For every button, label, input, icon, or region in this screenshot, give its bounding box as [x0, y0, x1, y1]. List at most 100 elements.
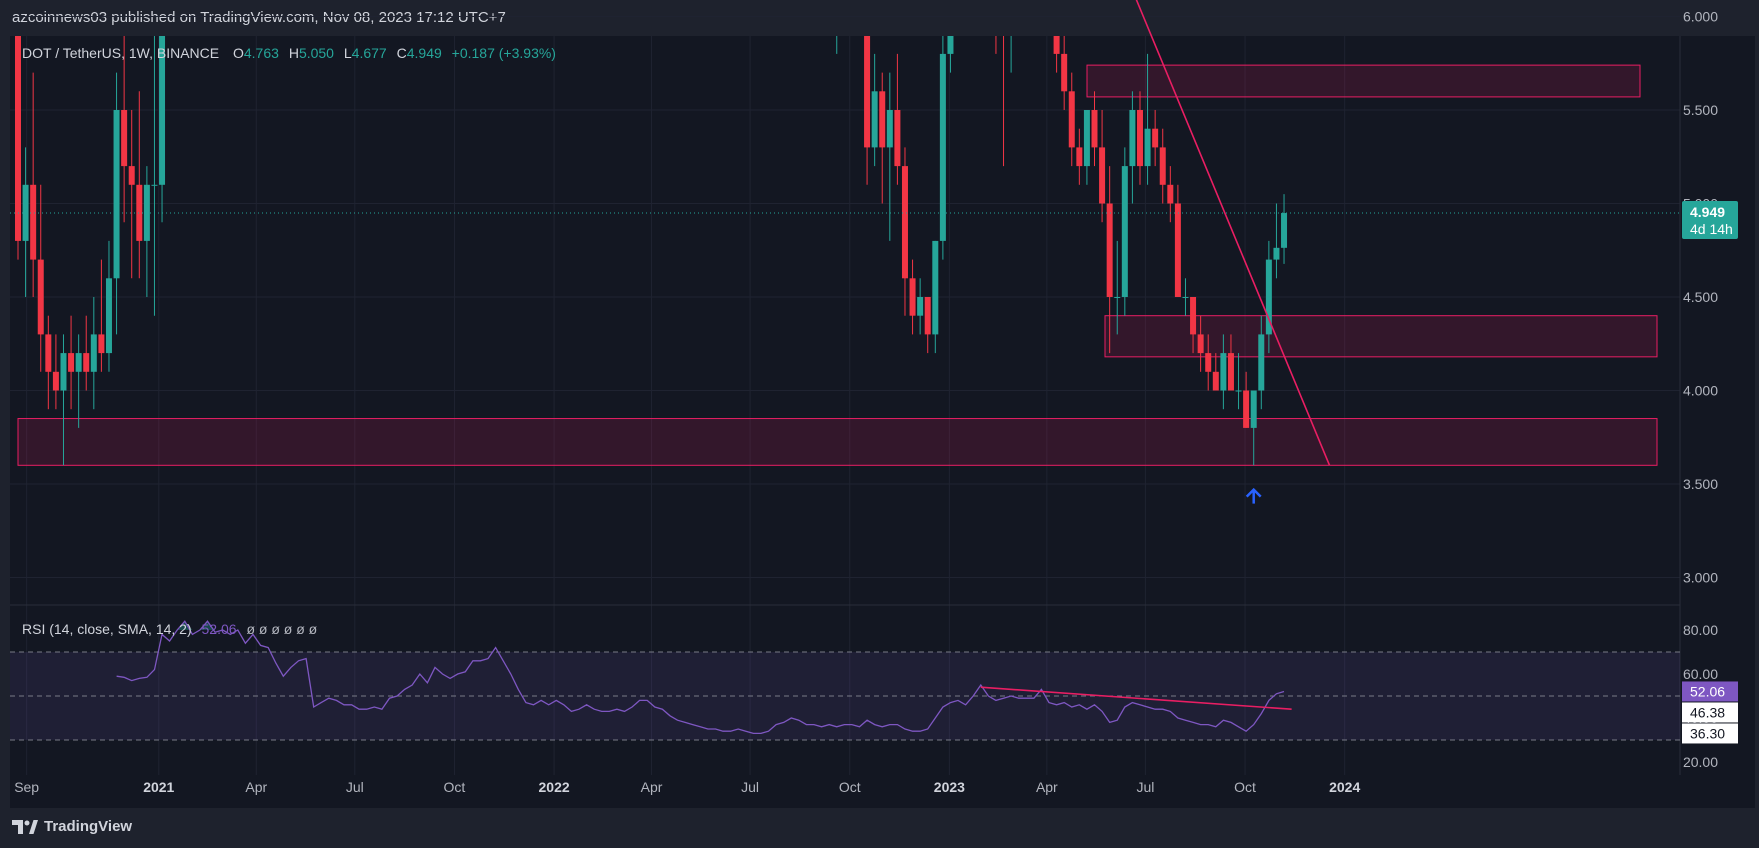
candle[interactable] [22, 147, 29, 297]
candle[interactable] [1227, 334, 1234, 391]
candle[interactable] [37, 184, 44, 372]
support-resistance-zone[interactable] [17, 418, 1658, 466]
candle[interactable] [1061, 35, 1068, 110]
candle[interactable] [1083, 110, 1090, 185]
candle[interactable] [159, 0, 166, 223]
candle[interactable] [1212, 353, 1219, 391]
candle[interactable] [1250, 390, 1257, 466]
candle[interactable] [1182, 278, 1189, 316]
candle[interactable] [98, 259, 105, 372]
candle[interactable] [894, 53, 901, 185]
candle[interactable] [1243, 371, 1250, 428]
candle[interactable] [136, 91, 143, 279]
candle[interactable] [1121, 147, 1128, 316]
candle[interactable] [1281, 194, 1288, 264]
candle[interactable] [83, 315, 90, 391]
candle[interactable] [856, 0, 862, 35]
candle[interactable] [1273, 203, 1280, 279]
candle[interactable] [1016, 0, 1022, 35]
candle[interactable] [143, 166, 150, 297]
rsi-y-tick-label: 60.00 [1683, 666, 1718, 682]
candle[interactable] [834, 0, 840, 54]
candle[interactable] [1001, 0, 1007, 167]
candle[interactable] [1205, 334, 1212, 391]
candle[interactable] [1258, 315, 1265, 410]
candle[interactable] [993, 0, 999, 54]
candle[interactable] [1159, 128, 1166, 204]
candle-body [1258, 334, 1265, 391]
x-tick-label: Apr [245, 779, 267, 795]
candle[interactable] [1106, 166, 1113, 354]
rsi-overbought-fill [162, 621, 238, 630]
candle[interactable] [75, 334, 82, 428]
candle[interactable] [1129, 91, 1136, 204]
candle[interactable] [1235, 353, 1242, 410]
candle[interactable] [932, 240, 939, 354]
candle[interactable] [1167, 166, 1174, 223]
candle[interactable] [68, 315, 75, 410]
candle[interactable] [15, 0, 21, 260]
candle[interactable] [1091, 91, 1098, 167]
candle[interactable] [1023, 0, 1029, 17]
candle[interactable] [1265, 240, 1272, 354]
candle[interactable] [1220, 334, 1227, 410]
candle[interactable] [879, 72, 886, 204]
candle[interactable] [924, 297, 931, 354]
candle-body [1250, 390, 1257, 428]
rsi-divergence-line[interactable] [980, 686, 1292, 710]
candle[interactable] [901, 147, 908, 316]
candle[interactable] [105, 240, 112, 372]
candle[interactable] [30, 72, 37, 297]
candle[interactable] [705, 0, 711, 17]
candle[interactable] [90, 297, 97, 410]
candle[interactable] [788, 0, 794, 17]
candle[interactable] [947, 0, 954, 73]
candle[interactable] [1190, 297, 1197, 354]
support-resistance-zone[interactable] [1104, 315, 1658, 358]
candle[interactable] [128, 110, 135, 279]
candle[interactable] [1152, 110, 1159, 167]
candle[interactable] [45, 315, 52, 410]
candle-body [75, 353, 82, 372]
candle[interactable] [60, 334, 67, 466]
candle-body [947, 36, 954, 54]
candle[interactable] [1114, 240, 1121, 335]
candle[interactable] [796, 0, 802, 17]
candle[interactable] [113, 72, 120, 335]
tradingview-logo[interactable]: TradingView [12, 818, 132, 835]
candle[interactable] [52, 334, 59, 410]
candle[interactable] [917, 278, 924, 335]
candle[interactable] [826, 0, 832, 35]
candle[interactable] [1174, 184, 1181, 297]
candle-body [993, 0, 999, 17]
candle[interactable] [864, 17, 871, 185]
candle[interactable] [970, 0, 976, 17]
last-price-value: 4.949 [1690, 204, 1725, 220]
candle[interactable] [955, 0, 961, 17]
candle[interactable] [1008, 0, 1014, 73]
candle[interactable] [886, 72, 893, 241]
support-resistance-zone[interactable] [1086, 64, 1641, 98]
rsi-legend: RSI (14, close, SMA, 14, 2) 52.06 ø ø ø … [22, 621, 318, 637]
candle[interactable] [151, 35, 158, 316]
candle[interactable] [939, 35, 946, 260]
candle[interactable] [1046, 0, 1052, 35]
candle[interactable] [1099, 110, 1106, 223]
rsi-line[interactable] [116, 620, 1285, 735]
candle-body [1121, 166, 1128, 297]
candle-body [1076, 147, 1083, 167]
candle-body [871, 91, 878, 148]
candle[interactable] [1031, 0, 1037, 17]
candle[interactable] [1197, 315, 1204, 372]
candle[interactable] [121, 0, 128, 223]
candle[interactable] [1076, 128, 1083, 185]
candle[interactable] [1144, 53, 1151, 185]
candle[interactable] [1053, 17, 1060, 73]
candle[interactable] [803, 0, 809, 17]
candle[interactable] [1068, 72, 1075, 167]
descending-trendline[interactable] [996, 0, 1331, 466]
candle[interactable] [909, 259, 916, 335]
candle[interactable] [871, 53, 878, 167]
candle[interactable] [1136, 91, 1143, 185]
